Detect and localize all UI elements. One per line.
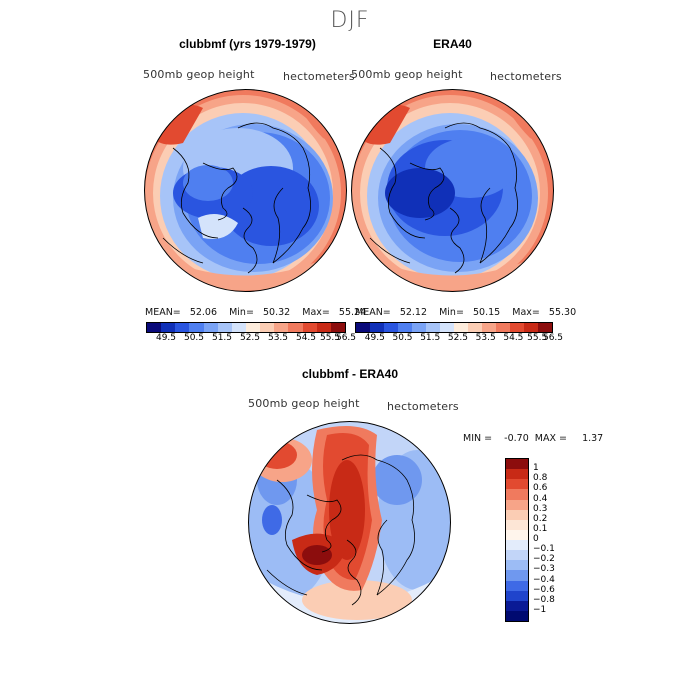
colorbar-difference-labels: 1 0.8 0.6 0.4 0.3 0.2 0.1 0 −0.1 −0.2 −0… [533, 458, 573, 620]
colorbar-tick-label: 0.6 [533, 483, 548, 494]
colorbar-tick-label: 1 [533, 463, 539, 474]
colorbar-era40-swatches [355, 322, 553, 333]
panel-model-units-label: hectometers [283, 70, 355, 83]
colorbar-tick-label: 49.5 [155, 333, 177, 343]
colorbar-tick-label: 0.8 [533, 473, 548, 484]
panel-model-stats: MEAN= 52.06 Min= 50.32 Max= 55.24 [145, 307, 367, 318]
colorbar-tick-label: −1 [533, 604, 547, 615]
colorbar-tick-label: −0.6 [533, 584, 555, 595]
colorbar-tick-label: 53.5 [475, 333, 496, 343]
panel-diff-stats: MIN = -0.70 MAX = 1.37 [463, 433, 604, 444]
colorbar-tick-label: 55.5 [527, 333, 548, 343]
panel-title-model: clubbmf (yrs 1979-1979) [179, 37, 316, 51]
panel-title-era40: ERA40 [433, 37, 472, 51]
colorbar-difference [505, 458, 529, 622]
colorbar-tick-label: 0.3 [533, 503, 548, 514]
colorbar-tick-label: −0.4 [533, 574, 555, 585]
panel-model-variable-label: 500mb geop height [143, 68, 255, 81]
map-era40 [351, 89, 554, 292]
colorbar-tick-label: 50.5 [392, 333, 413, 343]
colorbar-tick-label: 51.5 [420, 333, 441, 343]
colorbar-tick-label: 53.5 [267, 333, 289, 343]
panel-diff-variable-label: 500mb geop height [248, 397, 360, 410]
colorbar-model-labels: 49.5 50.5 51.5 52.5 53.5 54.5 55.5 56.5 [146, 333, 356, 345]
panel-era40-variable-label: 500mb geop height [351, 68, 463, 81]
colorbar-tick-label: 52.5 [239, 333, 261, 343]
colorbar-tick-label: 54.5 [503, 333, 524, 343]
panel-title-difference: clubbmf - ERA40 [301, 367, 398, 381]
colorbar-tick-label: 0.2 [533, 513, 548, 524]
colorbar-tick-label: 49.5 [364, 333, 385, 343]
colorbar-tick-label: −0.1 [533, 544, 555, 555]
colorbar-tick-label: −0.3 [533, 564, 555, 575]
page-title: DJF [330, 8, 370, 33]
map-model [144, 89, 347, 292]
colorbar-model: 49.5 50.5 51.5 52.5 53.5 54.5 55.5 56.5 [146, 322, 356, 345]
panel-diff-units-label: hectometers [387, 400, 459, 413]
colorbar-tick-label: 0.1 [533, 523, 548, 534]
colorbar-tick-label: −0.2 [533, 554, 555, 565]
colorbar-tick-label: 55.5 [319, 333, 341, 343]
colorbar-model-swatches [146, 322, 346, 333]
panel-era40-units-label: hectometers [490, 70, 562, 83]
colorbar-tick-label: 50.5 [183, 333, 205, 343]
colorbar-tick-label: 51.5 [211, 333, 233, 343]
colorbar-era40: 49.5 50.5 51.5 52.5 53.5 54.5 55.5 56.5 [355, 322, 563, 345]
panel-era40-stats: MEAN= 52.12 Min= 50.15 Max= 55.30 [355, 307, 577, 318]
colorbar-tick-label: 52.5 [447, 333, 468, 343]
colorbar-tick-label: 0 [533, 534, 539, 544]
colorbar-tick-label: 56.5 [542, 333, 564, 343]
colorbar-era40-labels: 49.5 50.5 51.5 52.5 53.5 54.5 55.5 56.5 [355, 333, 563, 345]
map-difference [248, 421, 451, 624]
colorbar-tick-label: 0.4 [533, 493, 548, 504]
colorbar-tick-label: 54.5 [295, 333, 317, 343]
colorbar-tick-label: −0.8 [533, 594, 555, 605]
colorbar-tick-label: 56.5 [335, 333, 357, 343]
